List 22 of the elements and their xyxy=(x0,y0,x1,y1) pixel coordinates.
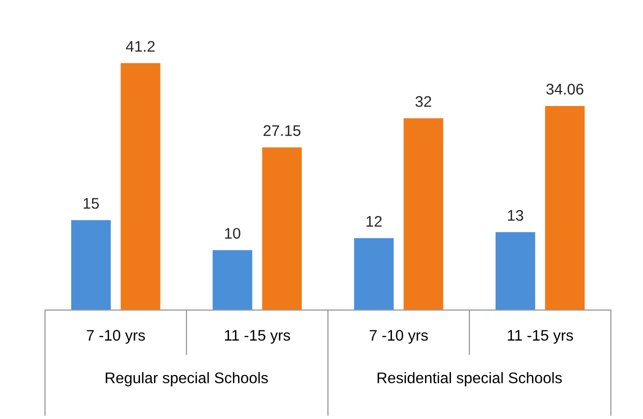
x-tick-label: 11 -15 yrs xyxy=(224,330,290,344)
text: Regular special Schools xyxy=(106,372,268,386)
text: Residential special Schools xyxy=(378,372,562,386)
data-label: 13 xyxy=(508,210,524,221)
bar xyxy=(354,238,394,310)
bar xyxy=(404,118,444,310)
bar xyxy=(71,220,111,310)
x-tick-label: 11 -15 yrs xyxy=(508,330,573,344)
bar xyxy=(120,63,160,310)
bar xyxy=(496,232,536,310)
bar xyxy=(262,147,302,310)
data-label: 10 xyxy=(225,228,240,239)
x-tick-label: 7 -10 yrs xyxy=(370,330,428,344)
data-label: 34.06 xyxy=(546,84,584,95)
data-label: 15 xyxy=(84,198,99,209)
data-label: 41.2 xyxy=(126,40,155,52)
bar xyxy=(545,106,585,310)
data-label: 32 xyxy=(416,96,432,107)
x-tick-label: 7 -10 yrs xyxy=(86,330,145,344)
data-label: 12 xyxy=(366,216,382,227)
data-label: 27.15 xyxy=(264,125,300,136)
bar xyxy=(212,250,252,310)
